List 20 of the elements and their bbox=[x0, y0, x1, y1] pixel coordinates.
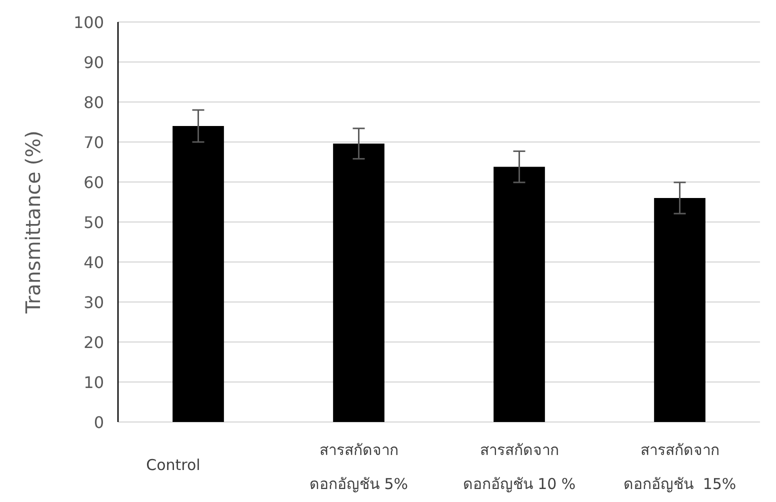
y-tick-label: 10 bbox=[84, 373, 104, 392]
x-tick-label: สารสกัดจาก ดอกอัญชัน 10 % bbox=[462, 441, 576, 493]
y-tick-label: 90 bbox=[84, 53, 104, 72]
y-tick-label: 40 bbox=[84, 253, 104, 272]
x-tick-label: Control bbox=[146, 456, 200, 474]
bar bbox=[172, 126, 224, 422]
bar bbox=[494, 166, 545, 422]
y-tick-label: 70 bbox=[84, 133, 104, 152]
y-tick-label: 30 bbox=[84, 293, 104, 312]
y-axis-title: Transmittance (%) bbox=[21, 130, 45, 314]
x-tick-label: สารสกัดจาก ดอกอัญชัน 5% bbox=[309, 441, 408, 493]
x-tick-label: สารสกัดจาก ดอกอัญชัน 15% bbox=[623, 441, 736, 493]
y-tick-label: 50 bbox=[84, 213, 104, 232]
y-tick-label: 0 bbox=[94, 413, 104, 432]
y-tick-label: 20 bbox=[84, 333, 104, 352]
bar bbox=[333, 144, 384, 422]
bar bbox=[654, 198, 706, 422]
y-tick-label: 60 bbox=[84, 173, 104, 192]
y-tick-label: 80 bbox=[84, 93, 104, 112]
y-tick-label: 100 bbox=[73, 13, 104, 32]
